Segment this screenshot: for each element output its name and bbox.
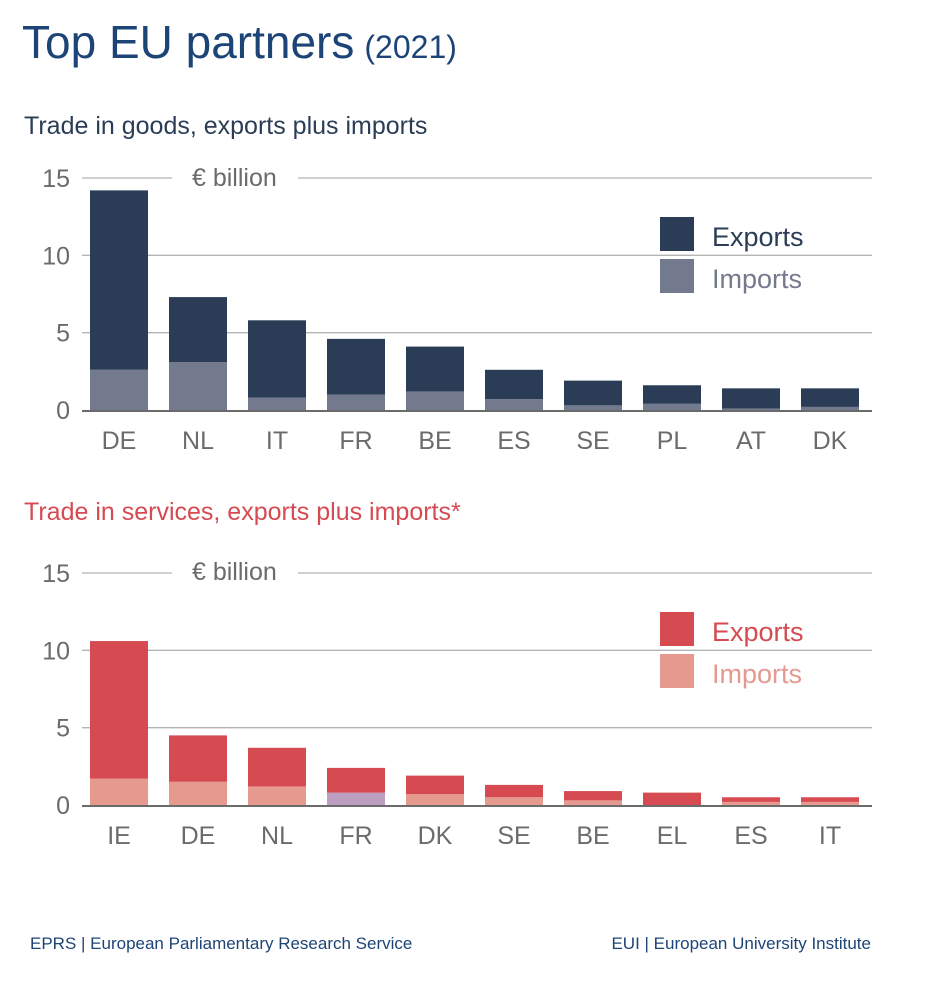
goods-x-label: SE — [576, 427, 609, 455]
services-bar-exports-se — [485, 784, 543, 798]
footer-eprs: EPRS | European Parliamentary Research S… — [30, 934, 412, 953]
goods-bar-exports-nl — [169, 297, 227, 363]
goods-x-label: IT — [266, 427, 288, 455]
goods-bar-imports-nl — [169, 362, 227, 410]
goods-y-tick: 15 — [42, 165, 70, 193]
services-legend-swatch-imports — [660, 654, 694, 688]
goods-legend-swatch-imports — [660, 259, 694, 293]
services-bar-imports-fr — [327, 792, 385, 805]
services-chart-title: Trade in services, exports plus imports* — [24, 498, 461, 526]
goods-bar-exports-se — [564, 380, 622, 406]
page-title: Top EU partners (2021) — [22, 16, 457, 68]
services-bar-imports-be — [564, 800, 622, 805]
services-bar-exports-el — [643, 792, 701, 805]
goods-x-label: FR — [339, 427, 372, 455]
services-legend-exports: Exports — [712, 617, 804, 647]
title-year: (2021) — [364, 29, 457, 65]
services-y-tick: 5 — [56, 715, 70, 743]
services-x-label: IT — [819, 822, 841, 850]
services-bar-imports-se — [485, 797, 543, 805]
services-bar-imports-de — [169, 781, 227, 805]
goods-bar-exports-dk — [801, 388, 859, 407]
services-bar-imports-nl — [248, 786, 306, 805]
services-bar-imports-dk — [406, 794, 464, 805]
goods-chart: Trade in goods, exports plus imports € b… — [24, 112, 872, 455]
goods-bar-imports-at — [722, 408, 780, 410]
services-x-label: ES — [734, 822, 767, 850]
goods-bar-imports-es — [485, 399, 543, 410]
services-bar-imports-ie — [90, 778, 148, 805]
goods-bar-imports-dk — [801, 406, 859, 410]
services-bar-exports-it — [801, 797, 859, 802]
goods-bar-exports-be — [406, 346, 464, 392]
services-bar-exports-es — [722, 797, 780, 802]
services-y-tick: 15 — [42, 560, 70, 588]
goods-unit-label: € billion — [192, 164, 277, 192]
services-bar-exports-nl — [248, 747, 306, 787]
services-grid — [82, 572, 872, 729]
services-bar-imports-it — [801, 801, 859, 805]
services-y-tick: 10 — [42, 637, 70, 665]
goods-x-label: NL — [182, 427, 214, 455]
goods-bar-imports-de — [90, 369, 148, 410]
goods-bar-exports-it — [248, 320, 306, 398]
services-legend-swatch-exports — [660, 612, 694, 646]
services-x-label: IE — [107, 822, 131, 850]
goods-x-label: ES — [497, 427, 530, 455]
services-x-label: DE — [181, 822, 216, 850]
services-x-label: SE — [497, 822, 530, 850]
title-text: Top EU partners — [22, 16, 354, 68]
goods-y-tick: 0 — [56, 397, 70, 425]
goods-bar-exports-es — [485, 369, 543, 400]
services-unit-label: € billion — [192, 558, 277, 586]
goods-x-label: DK — [813, 427, 848, 455]
goods-bar-imports-it — [248, 397, 306, 410]
goods-x-label: PL — [657, 427, 688, 455]
services-x-label: BE — [576, 822, 609, 850]
goods-y-tick: 10 — [42, 242, 70, 270]
services-bar-imports-es — [722, 801, 780, 805]
services-bar-exports-de — [169, 735, 227, 782]
goods-bar-exports-de — [90, 190, 148, 370]
services-bar-exports-fr — [327, 767, 385, 793]
services-x-label: FR — [339, 822, 372, 850]
goods-bar-imports-pl — [643, 403, 701, 410]
goods-x-label: BE — [418, 427, 451, 455]
goods-y-tick: 5 — [56, 320, 70, 348]
services-bar-exports-dk — [406, 775, 464, 795]
services-chart: Trade in services, exports plus imports*… — [24, 498, 872, 850]
services-x-label: NL — [261, 822, 293, 850]
services-x-label: DK — [418, 822, 453, 850]
goods-bar-exports-pl — [643, 385, 701, 404]
goods-legend-imports: Imports — [712, 264, 802, 294]
goods-x-label: AT — [736, 427, 766, 455]
goods-bar-exports-fr — [327, 338, 385, 395]
goods-bar-imports-se — [564, 405, 622, 410]
services-x-label: EL — [657, 822, 688, 850]
goods-legend-swatch-exports — [660, 217, 694, 251]
goods-x-label: DE — [102, 427, 137, 455]
services-bar-exports-be — [564, 791, 622, 801]
goods-bar-imports-be — [406, 391, 464, 410]
services-legend-imports: Imports — [712, 659, 802, 689]
footer-eui: EUI | European University Institute — [611, 934, 871, 953]
goods-bar-exports-at — [722, 388, 780, 409]
services-bar-exports-ie — [90, 641, 148, 779]
goods-bar-imports-fr — [327, 394, 385, 410]
services-y-tick: 0 — [56, 792, 70, 820]
goods-chart-title: Trade in goods, exports plus imports — [24, 112, 427, 140]
goods-legend-exports: Exports — [712, 222, 804, 252]
